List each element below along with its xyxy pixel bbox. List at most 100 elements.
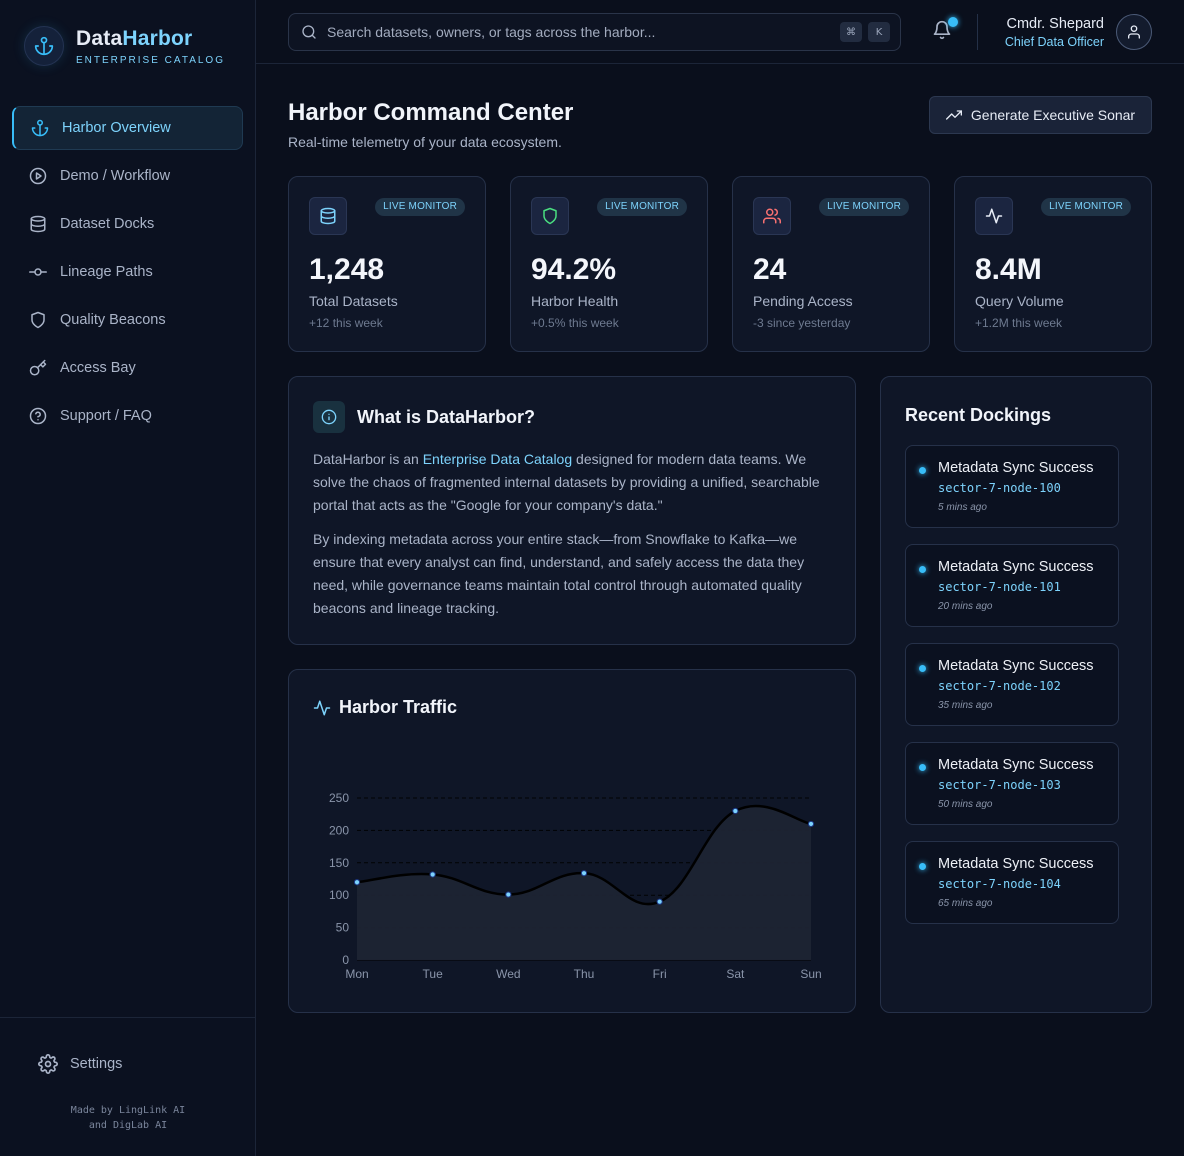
docking-title: Metadata Sync Success bbox=[938, 658, 1094, 674]
docking-time: 35 mins ago bbox=[938, 700, 993, 711]
user-role: Chief Data Officer bbox=[1004, 34, 1104, 49]
docking-item[interactable]: Metadata Sync Success sector-7-node-104 … bbox=[905, 841, 1119, 924]
status-dot bbox=[919, 566, 926, 573]
data-point bbox=[429, 871, 436, 878]
stat-value: 1,248 bbox=[309, 253, 385, 286]
avatar[interactable] bbox=[1116, 14, 1152, 50]
dockings-title: Recent Dockings bbox=[905, 405, 1052, 425]
stat-card-pending-access: LIVE MONITOR 24 Pending Access -3 since … bbox=[732, 176, 930, 352]
docking-time: 5 mins ago bbox=[938, 502, 987, 513]
bell-icon bbox=[932, 20, 954, 40]
data-point bbox=[353, 879, 361, 886]
gear-icon bbox=[38, 1054, 58, 1074]
status-dot bbox=[919, 764, 926, 771]
docking-time: 65 mins ago bbox=[938, 898, 993, 909]
x-tick-label: Sat bbox=[726, 967, 745, 981]
stat-card-total-datasets: LIVE MONITOR 1,248 Total Datasets +12 th… bbox=[288, 176, 486, 352]
nav-label: Harbor Overview bbox=[62, 120, 171, 136]
brand-subtitle: ENTERPRISE CATALOG bbox=[76, 54, 225, 66]
docking-node: sector-7-node-103 bbox=[938, 778, 1061, 792]
traffic-chart: 0 50 100 150 200 250 Mon Tue Wed Thu Fri Sat Sun bbox=[329, 791, 822, 981]
button-label: Generate Executive Sonar bbox=[970, 107, 1136, 123]
nav-item-lineage-paths[interactable]: Lineage Paths bbox=[12, 250, 243, 294]
recent-dockings-panel: Recent Dockings Metadata Sync Success se… bbox=[880, 376, 1152, 1013]
user-name: Cmdr. Shepard bbox=[1006, 15, 1104, 32]
shortcut-key-k: K bbox=[868, 22, 890, 42]
y-tick-label: 50 bbox=[336, 921, 350, 935]
y-tick-label: 100 bbox=[329, 888, 349, 902]
stat-delta: +1.2M this week bbox=[975, 316, 1063, 330]
anchor-icon bbox=[30, 118, 50, 138]
highlight-text: Enterprise Data Catalog bbox=[422, 451, 573, 467]
stat-delta: +0.5% this week bbox=[531, 316, 619, 330]
about-paragraph-2: By indexing metadata across your entire … bbox=[313, 531, 805, 616]
live-monitor-badge: LIVE MONITOR bbox=[819, 198, 909, 216]
nav-item-quality-beacons[interactable]: Quality Beacons bbox=[12, 298, 243, 342]
docking-title: Metadata Sync Success bbox=[938, 559, 1094, 575]
nav-label: Demo / Workflow bbox=[60, 168, 171, 184]
anchor-logo-icon bbox=[24, 26, 64, 66]
sidebar: DataHarbor ENTERPRISE CATALOG Harbor Ove… bbox=[0, 0, 256, 1156]
search-icon bbox=[301, 24, 317, 40]
docking-item[interactable]: Metadata Sync Success sector-7-node-101 … bbox=[905, 544, 1119, 627]
brand-name: DataHarbor bbox=[76, 26, 193, 50]
play-circle-icon bbox=[28, 166, 48, 186]
stat-value: 8.4M bbox=[975, 253, 1042, 286]
x-tick-label: Mon bbox=[345, 967, 368, 981]
data-point bbox=[505, 891, 512, 898]
stat-label: Query Volume bbox=[975, 293, 1064, 309]
docking-title: Metadata Sync Success bbox=[938, 460, 1094, 476]
docking-item[interactable]: Metadata Sync Success sector-7-node-103 … bbox=[905, 742, 1119, 825]
search-input[interactable] bbox=[327, 24, 840, 40]
shortcut-key-cmd: ⌘ bbox=[840, 22, 862, 42]
user-icon bbox=[1126, 24, 1142, 40]
settings-button[interactable]: Settings bbox=[38, 1054, 122, 1074]
nav-item-dataset-docks[interactable]: Dataset Docks bbox=[12, 202, 243, 246]
help-circle-icon bbox=[28, 406, 48, 426]
stat-delta: +12 this week bbox=[309, 316, 383, 330]
nav-item-demo-workflow[interactable]: Demo / Workflow bbox=[12, 154, 243, 198]
page-subtitle: Real-time telemetry of your data ecosyst… bbox=[288, 134, 562, 150]
user-profile[interactable]: Cmdr. Shepard Chief Data Officer bbox=[1005, 14, 1152, 50]
nav-label: Quality Beacons bbox=[60, 312, 166, 328]
info-icon bbox=[313, 401, 345, 433]
x-tick-label: Sun bbox=[800, 967, 821, 981]
stat-label: Total Datasets bbox=[309, 293, 398, 309]
data-point bbox=[807, 820, 815, 828]
live-monitor-badge: LIVE MONITOR bbox=[597, 198, 687, 216]
docking-item[interactable]: Metadata Sync Success sector-7-node-102 … bbox=[905, 643, 1119, 726]
docking-title: Metadata Sync Success bbox=[938, 757, 1094, 773]
docking-item[interactable]: Metadata Sync Success sector-7-node-100 … bbox=[905, 445, 1119, 528]
about-panel: What is DataHarbor? DataHarbor is an Ent… bbox=[288, 376, 856, 645]
docking-time: 50 mins ago bbox=[938, 799, 993, 810]
nav-item-access-bay[interactable]: Access Bay bbox=[12, 346, 243, 390]
notification-dot bbox=[948, 17, 958, 27]
docking-node: sector-7-node-100 bbox=[938, 481, 1061, 495]
data-point bbox=[580, 870, 588, 877]
docking-node: sector-7-node-104 bbox=[938, 877, 1061, 891]
main-nav: Harbor Overview Demo / Workflow Dataset … bbox=[12, 106, 243, 442]
shield-icon bbox=[531, 197, 569, 235]
generate-executive-sonar-button[interactable]: Generate Executive Sonar bbox=[929, 96, 1152, 134]
nav-item-harbor-overview[interactable]: Harbor Overview bbox=[12, 106, 243, 150]
nav-label: Support / FAQ bbox=[60, 408, 152, 424]
docking-node: sector-7-node-102 bbox=[938, 679, 1061, 693]
settings-label: Settings bbox=[70, 1056, 123, 1072]
activity-icon bbox=[313, 699, 331, 717]
stat-card-query-volume: LIVE MONITOR 8.4M Query Volume +1.2M thi… bbox=[954, 176, 1152, 352]
x-tick-label: Thu bbox=[574, 967, 595, 981]
live-monitor-badge: LIVE MONITOR bbox=[375, 198, 465, 216]
docking-time: 20 mins ago bbox=[938, 601, 993, 612]
y-tick-label: 250 bbox=[329, 791, 349, 805]
notifications-button[interactable] bbox=[932, 17, 958, 44]
users-icon bbox=[753, 197, 791, 235]
status-dot bbox=[919, 665, 926, 672]
about-title: What is DataHarbor? bbox=[357, 406, 536, 427]
x-tick-label: Tue bbox=[423, 967, 444, 981]
nav-label: Dataset Docks bbox=[60, 216, 155, 232]
brand[interactable]: DataHarbor ENTERPRISE CATALOG bbox=[24, 26, 225, 66]
search-bar[interactable]: ⌘ K bbox=[288, 13, 901, 51]
nav-item-support-faq[interactable]: Support / FAQ bbox=[12, 394, 243, 438]
stat-value: 24 bbox=[753, 253, 787, 286]
top-bar: ⌘ K Cmdr. Shepard Chief Data Officer bbox=[256, 0, 1184, 64]
